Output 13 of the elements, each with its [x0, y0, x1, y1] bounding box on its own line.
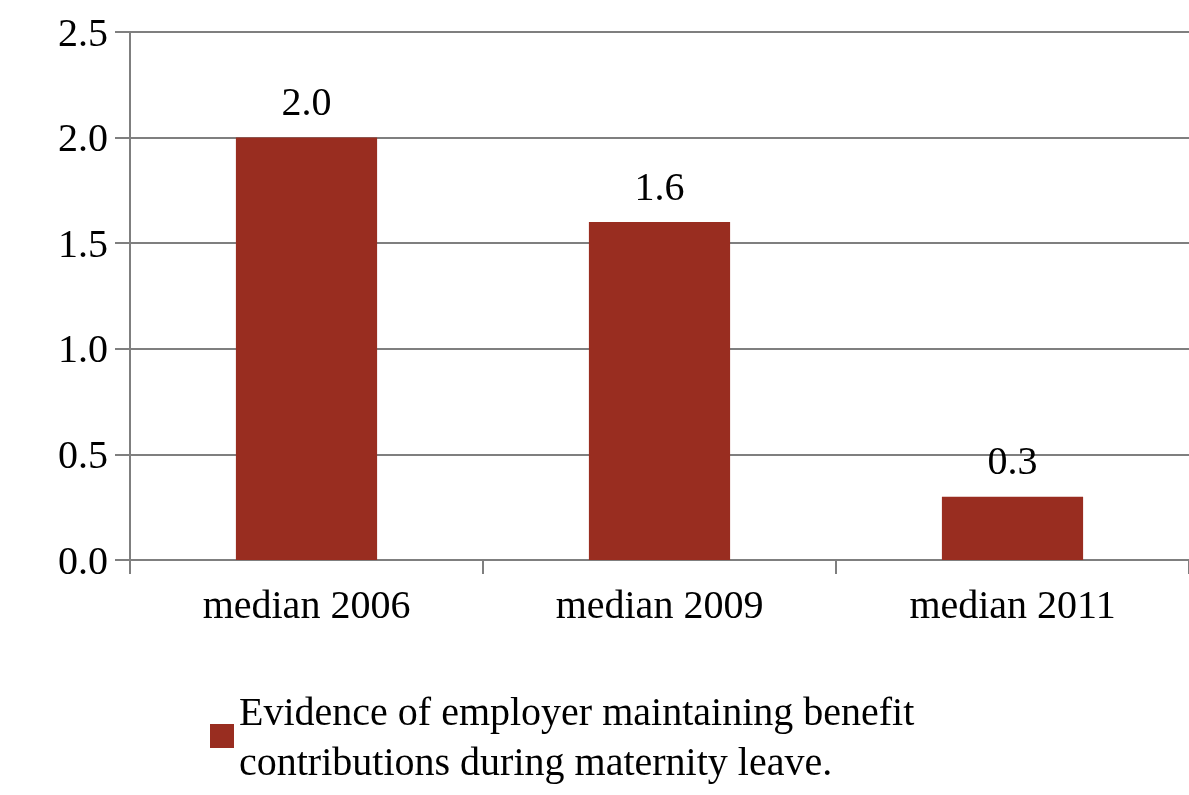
y-tick-label: 0.0 [58, 537, 108, 583]
y-tick-label: 0.5 [58, 431, 108, 477]
x-tick-label: median 2011 [909, 581, 1116, 627]
y-tick-label: 1.0 [58, 326, 108, 372]
data-label: 0.3 [987, 438, 1038, 484]
y-tick-label: 1.5 [58, 220, 108, 266]
data-label: 2.0 [281, 79, 332, 125]
data-label: 1.6 [634, 163, 685, 209]
x-tick-label: median 2009 [555, 581, 764, 627]
legend-label: Evidence of employer maintaining benefit contributions during maternity leave. [239, 688, 925, 784]
x-tick-label: median 2006 [202, 581, 411, 627]
y-tick-label: 2.5 [58, 9, 108, 55]
y-tick-label: 2.0 [58, 115, 108, 161]
